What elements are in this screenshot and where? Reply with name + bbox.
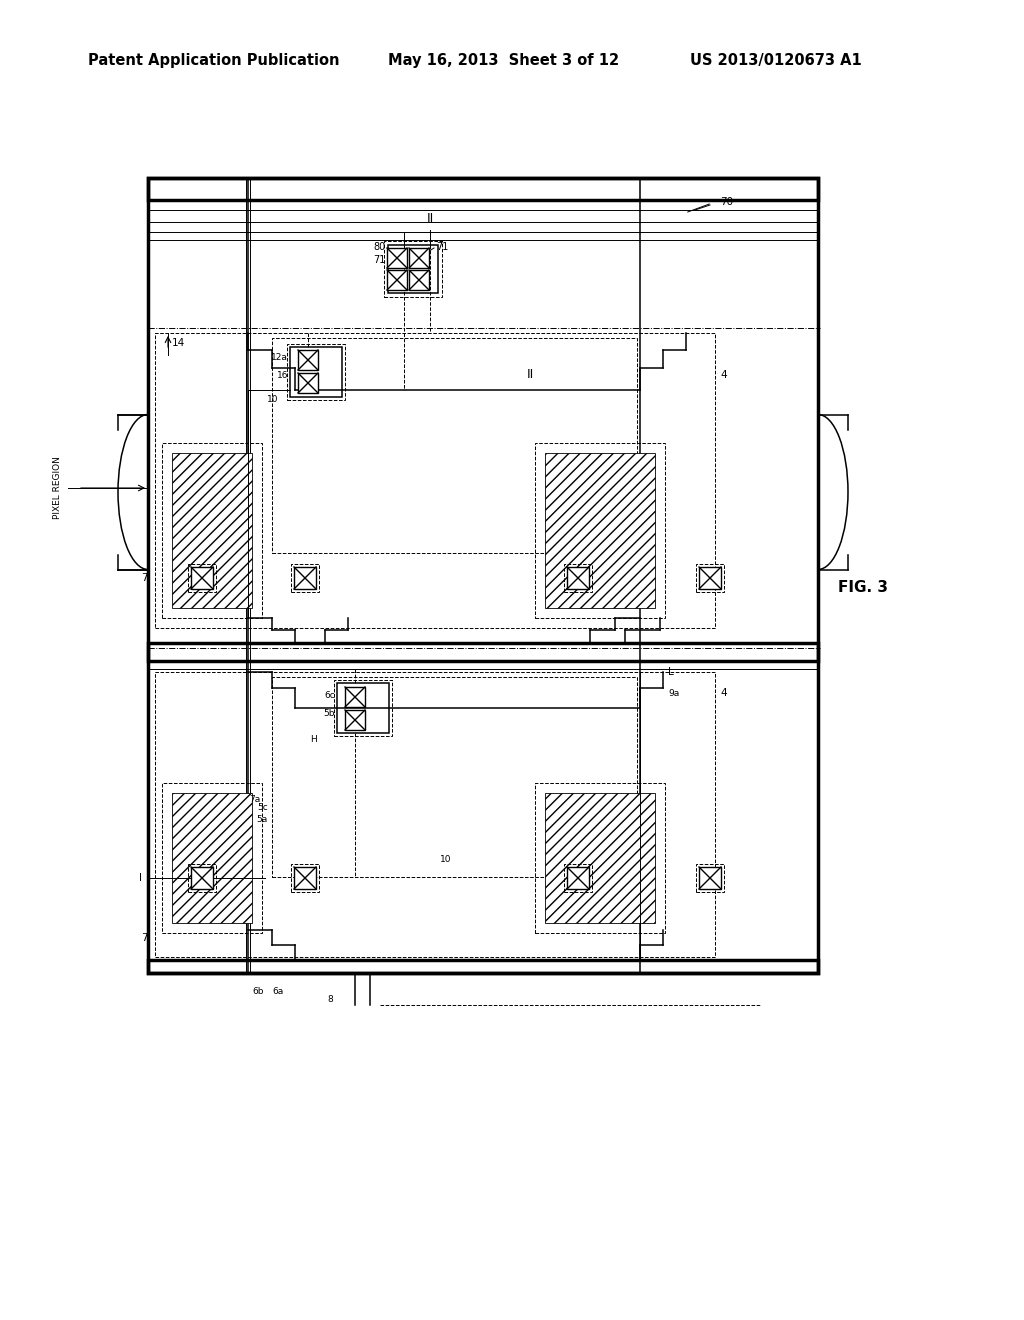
Text: L: L bbox=[668, 667, 674, 677]
Text: May 16, 2013  Sheet 3 of 12: May 16, 2013 Sheet 3 of 12 bbox=[388, 53, 620, 67]
Bar bbox=[172, 793, 252, 923]
Text: 5c: 5c bbox=[257, 804, 268, 813]
Text: 70: 70 bbox=[720, 197, 733, 207]
Bar bbox=[188, 564, 216, 591]
Bar bbox=[696, 564, 724, 591]
Text: 8: 8 bbox=[327, 995, 333, 1005]
Text: FIG. 3: FIG. 3 bbox=[838, 581, 888, 595]
Text: PIXEL REGION: PIXEL REGION bbox=[53, 457, 62, 520]
Text: 7a: 7a bbox=[249, 796, 260, 804]
Bar bbox=[155, 672, 715, 957]
Bar bbox=[294, 867, 316, 888]
Text: 71: 71 bbox=[374, 255, 386, 265]
Bar bbox=[191, 867, 213, 888]
Bar bbox=[148, 178, 818, 973]
Text: 7: 7 bbox=[141, 933, 148, 942]
Bar bbox=[272, 338, 637, 553]
Bar bbox=[188, 865, 216, 892]
Bar bbox=[334, 680, 392, 737]
Bar bbox=[287, 345, 345, 400]
Bar bbox=[148, 210, 818, 222]
Bar bbox=[148, 643, 818, 661]
Text: II: II bbox=[526, 368, 534, 381]
Text: 6a: 6a bbox=[272, 987, 284, 997]
Bar bbox=[298, 374, 318, 393]
Text: 12a: 12a bbox=[271, 354, 288, 363]
Bar bbox=[291, 865, 319, 892]
Text: 14: 14 bbox=[172, 338, 185, 348]
Bar bbox=[535, 444, 665, 618]
Text: I: I bbox=[139, 873, 142, 883]
Bar bbox=[290, 347, 342, 397]
Bar bbox=[387, 248, 407, 268]
Bar bbox=[162, 783, 262, 933]
Text: 5a: 5a bbox=[257, 816, 268, 825]
Bar bbox=[148, 232, 818, 240]
Bar bbox=[345, 710, 365, 730]
Text: US 2013/0120673 A1: US 2013/0120673 A1 bbox=[690, 53, 862, 67]
Bar bbox=[567, 867, 589, 888]
Text: 16: 16 bbox=[276, 371, 288, 380]
Text: H: H bbox=[310, 735, 317, 744]
Bar bbox=[409, 271, 429, 290]
Text: 10: 10 bbox=[440, 855, 452, 865]
Bar bbox=[567, 568, 589, 589]
Text: Patent Application Publication: Patent Application Publication bbox=[88, 53, 340, 67]
Bar bbox=[155, 333, 715, 628]
Bar bbox=[191, 568, 213, 589]
Bar bbox=[699, 867, 721, 888]
Bar bbox=[148, 960, 818, 973]
Text: 71: 71 bbox=[436, 242, 449, 252]
Text: 6c: 6c bbox=[325, 690, 335, 700]
Text: 4: 4 bbox=[720, 370, 727, 380]
Bar bbox=[294, 568, 316, 589]
Bar bbox=[148, 661, 818, 669]
Bar bbox=[162, 444, 262, 618]
Bar bbox=[699, 568, 721, 589]
Text: 7: 7 bbox=[141, 573, 148, 583]
Bar bbox=[535, 783, 665, 933]
Text: 4: 4 bbox=[720, 688, 727, 698]
Text: 9a: 9a bbox=[668, 689, 679, 697]
Bar bbox=[148, 178, 818, 201]
Text: 10: 10 bbox=[266, 396, 278, 404]
Bar bbox=[272, 677, 637, 876]
Bar bbox=[337, 682, 389, 733]
Bar bbox=[388, 246, 438, 293]
Text: 6b: 6b bbox=[252, 987, 264, 997]
Text: II: II bbox=[426, 211, 433, 224]
Bar bbox=[387, 271, 407, 290]
Bar bbox=[409, 248, 429, 268]
Bar bbox=[564, 865, 592, 892]
Bar bbox=[345, 686, 365, 708]
Bar bbox=[384, 242, 442, 297]
Text: 5b: 5b bbox=[324, 709, 335, 718]
Bar bbox=[545, 453, 655, 609]
Bar bbox=[696, 865, 724, 892]
Bar bbox=[291, 564, 319, 591]
Text: 80: 80 bbox=[374, 242, 386, 252]
Bar bbox=[564, 564, 592, 591]
Bar bbox=[298, 350, 318, 370]
Bar bbox=[172, 453, 252, 609]
Bar bbox=[545, 793, 655, 923]
